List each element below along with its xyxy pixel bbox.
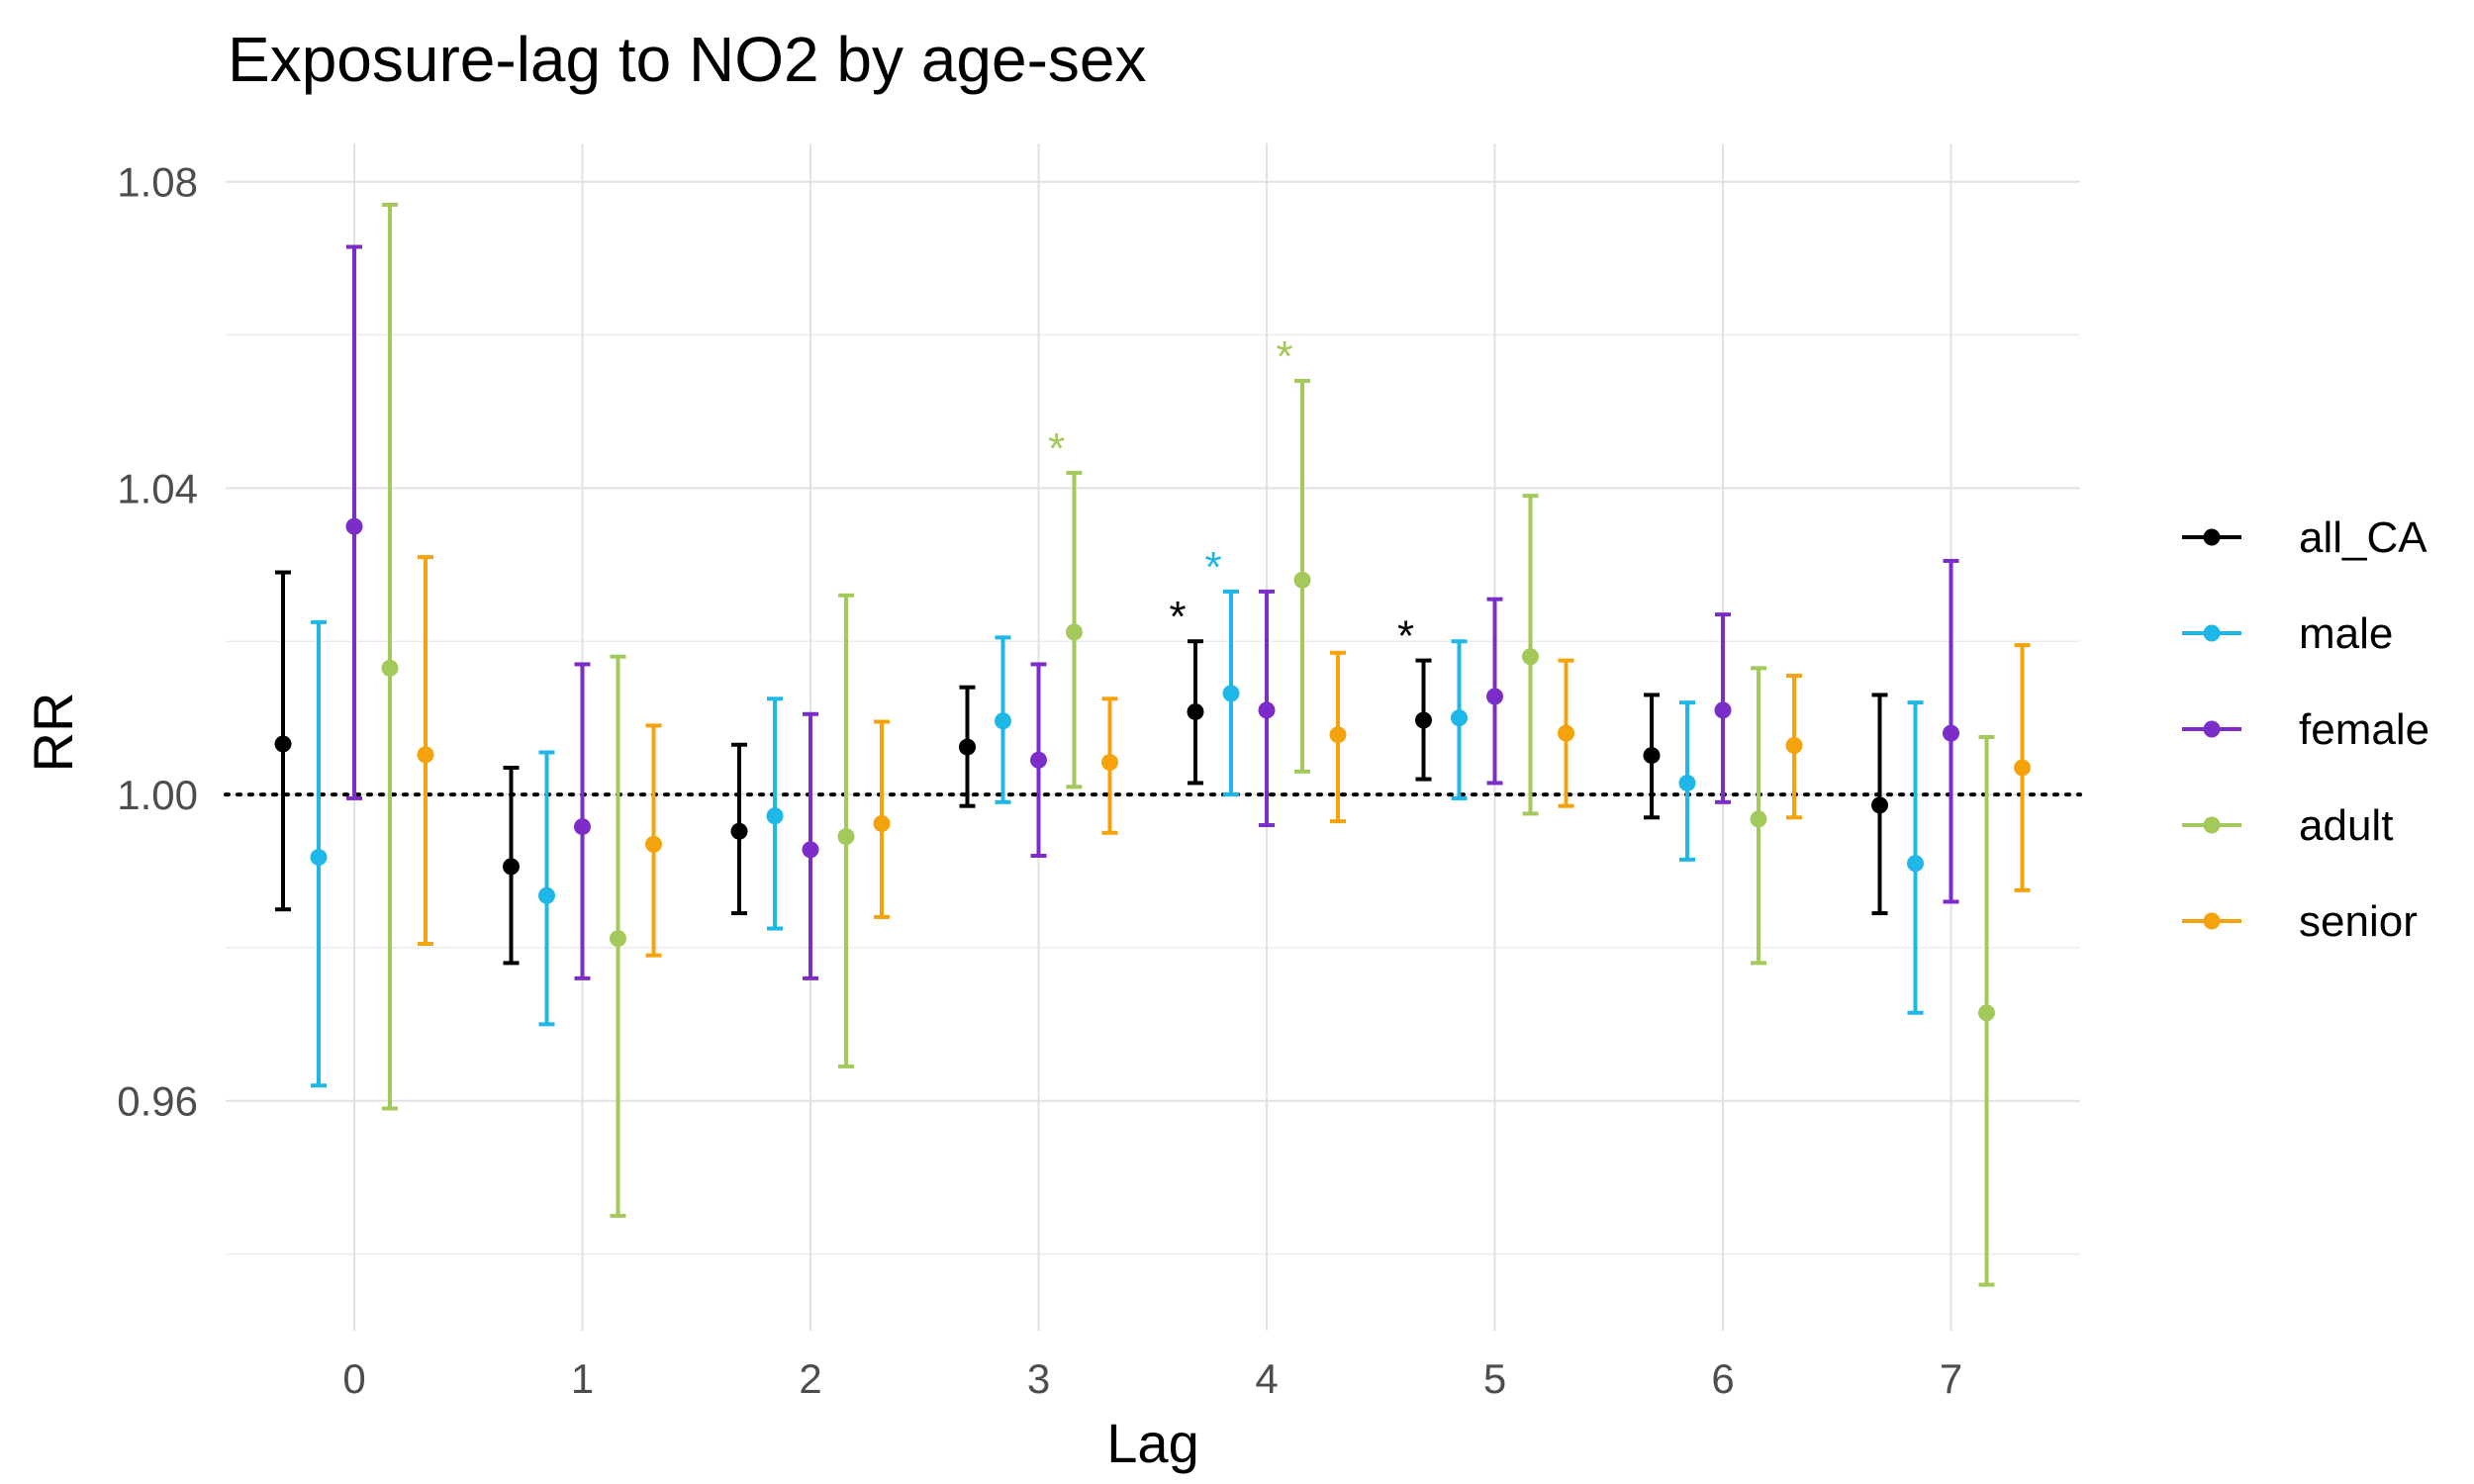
estimate-point bbox=[1329, 726, 1347, 744]
estimate-point bbox=[730, 822, 748, 840]
estimate-point bbox=[345, 517, 363, 535]
series-all_CA: * * bbox=[274, 570, 1888, 966]
estimate-point bbox=[802, 841, 819, 859]
x-tick-label: 7 bbox=[1940, 1355, 1962, 1402]
estimate-point bbox=[1714, 701, 1732, 719]
y-tick-label: 0.96 bbox=[117, 1078, 198, 1125]
legend-label: male bbox=[2299, 609, 2393, 658]
estimate-point bbox=[1943, 724, 1959, 742]
estimate-point bbox=[1486, 688, 1503, 705]
estimate-point bbox=[503, 858, 520, 876]
axis-layer: 0.96 1.00 1.04 1.08 0 1 2 3 4 5 6 7 bbox=[117, 159, 1962, 1402]
x-tick-label: 5 bbox=[1483, 1355, 1506, 1402]
estimate-point bbox=[873, 814, 891, 832]
estimate-point bbox=[837, 828, 855, 846]
significance-marker: * bbox=[1048, 424, 1065, 473]
legend-item-all_CA: all_CA bbox=[2182, 513, 2427, 562]
x-tick-label: 4 bbox=[1255, 1355, 1278, 1402]
legend-item-male: male bbox=[2182, 609, 2393, 658]
legend-label: adult bbox=[2299, 801, 2393, 850]
estimate-point bbox=[538, 886, 555, 904]
legend-item-senior: senior bbox=[2182, 897, 2418, 946]
estimate-point bbox=[1785, 737, 1803, 755]
estimate-point bbox=[766, 807, 784, 825]
grid-layer bbox=[226, 143, 2080, 1331]
series-female bbox=[345, 244, 1959, 980]
series-senior bbox=[417, 555, 2031, 958]
series-layer: * **** bbox=[274, 202, 2031, 1287]
legend-label: senior bbox=[2299, 897, 2418, 946]
estimate-point bbox=[417, 746, 434, 764]
significance-marker: * bbox=[1169, 593, 1186, 641]
legend-key-point bbox=[2203, 528, 2221, 546]
chart-title: Exposure-lag to NO2 by age-sex bbox=[228, 24, 1146, 95]
estimate-point bbox=[1030, 751, 1047, 769]
estimate-point bbox=[1293, 571, 1311, 589]
legend-item-adult: adult bbox=[2182, 801, 2393, 850]
estimate-point bbox=[959, 738, 976, 756]
y-tick-label: 1.08 bbox=[117, 159, 198, 206]
legend-key-point bbox=[2203, 912, 2221, 930]
estimate-point bbox=[274, 735, 292, 753]
y-tick-label: 1.04 bbox=[117, 465, 198, 511]
estimate-point bbox=[2014, 759, 2031, 777]
y-tick-label: 1.00 bbox=[117, 772, 198, 818]
estimate-point bbox=[610, 930, 626, 948]
estimate-point bbox=[310, 849, 328, 867]
estimate-point bbox=[645, 835, 662, 853]
estimate-point bbox=[1066, 623, 1083, 641]
estimate-point bbox=[1222, 685, 1240, 702]
estimate-point bbox=[1750, 810, 1767, 828]
legend-label: all_CA bbox=[2299, 513, 2427, 562]
legend-key-point bbox=[2203, 624, 2221, 642]
x-tick-label: 2 bbox=[799, 1355, 821, 1402]
estimate-point bbox=[1678, 774, 1696, 791]
estimate-point bbox=[1871, 796, 1888, 814]
x-tick-label: 0 bbox=[342, 1355, 365, 1402]
estimate-point bbox=[1978, 1004, 1995, 1022]
series-adult: ** bbox=[381, 202, 1995, 1287]
series-male: * bbox=[310, 543, 1924, 1088]
x-axis-title: Lag bbox=[1106, 1412, 1198, 1474]
legend-item-female: female bbox=[2182, 705, 2429, 754]
estimate-point bbox=[1451, 709, 1468, 727]
x-tick-label: 6 bbox=[1711, 1355, 1734, 1402]
estimate-point bbox=[574, 818, 591, 836]
x-tick-label: 3 bbox=[1027, 1355, 1050, 1402]
legend-key-point bbox=[2203, 720, 2221, 738]
significance-marker: * bbox=[1276, 332, 1292, 381]
estimate-point bbox=[1643, 747, 1661, 765]
estimate-point bbox=[1187, 702, 1204, 720]
x-tick-label: 1 bbox=[571, 1355, 594, 1402]
estimate-point bbox=[1415, 711, 1432, 729]
legend-key-point bbox=[2203, 816, 2221, 834]
estimate-point bbox=[1101, 754, 1118, 772]
significance-marker: * bbox=[1397, 612, 1414, 661]
legend-label: female bbox=[2299, 705, 2429, 754]
estimate-point bbox=[1258, 701, 1276, 719]
estimate-point bbox=[381, 659, 399, 677]
y-axis-title: RR bbox=[22, 693, 84, 773]
estimate-point bbox=[1522, 648, 1539, 666]
estimate-point bbox=[995, 712, 1011, 730]
significance-marker: * bbox=[1204, 543, 1221, 592]
estimate-point bbox=[1558, 724, 1574, 742]
estimate-point bbox=[1907, 855, 1924, 873]
